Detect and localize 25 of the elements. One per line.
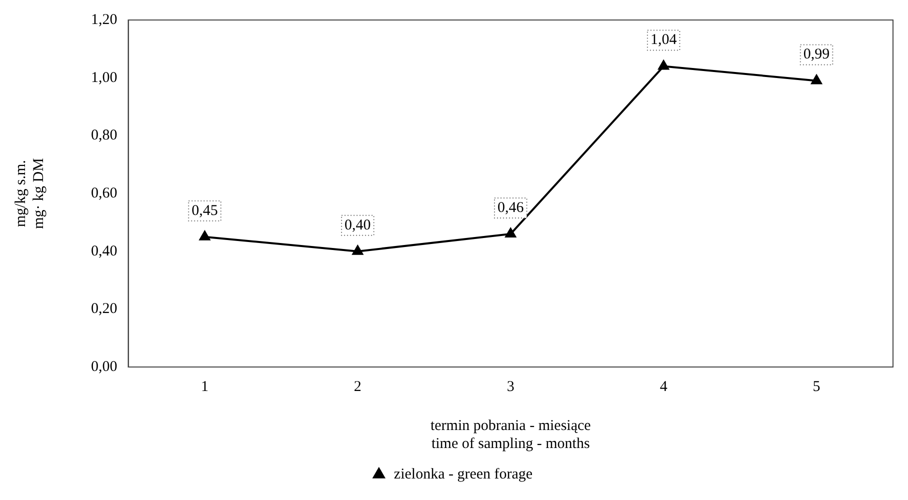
x-tick-label: 4 (660, 378, 668, 395)
data-label: 0,45 (192, 202, 218, 219)
legend-label: zielonka - green forage (394, 466, 533, 482)
data-label: 0,40 (344, 217, 371, 234)
y-tick-label: 0,80 (91, 128, 118, 144)
y-axis-title: mg/kg s.m. mg· kg DM (12, 158, 47, 229)
x-tick-label: 2 (354, 378, 362, 395)
data-label: 0,46 (498, 200, 524, 216)
y-tick-label: 0,20 (91, 301, 118, 318)
data-label: 1,04 (650, 32, 678, 48)
point (352, 245, 364, 255)
x-tick-label: 1 (200, 378, 208, 395)
y-tick-label: 0,40 (91, 243, 118, 260)
data-label: 0,99 (803, 46, 830, 63)
y-tick-label: 0,00 (91, 358, 118, 375)
y-tick-label: 0,60 (91, 185, 118, 202)
point (811, 74, 822, 84)
point (658, 60, 669, 70)
y-tick-label: 1,20 (91, 12, 118, 28)
x-tick-label: 5 (812, 378, 820, 395)
point (199, 230, 210, 240)
point (505, 228, 516, 238)
x-tick-label: 3 (506, 378, 514, 395)
y-tick-label: 1,00 (91, 70, 118, 86)
x-axis-title: termin pobrania - miesiące time of sampling - months (430, 418, 592, 452)
